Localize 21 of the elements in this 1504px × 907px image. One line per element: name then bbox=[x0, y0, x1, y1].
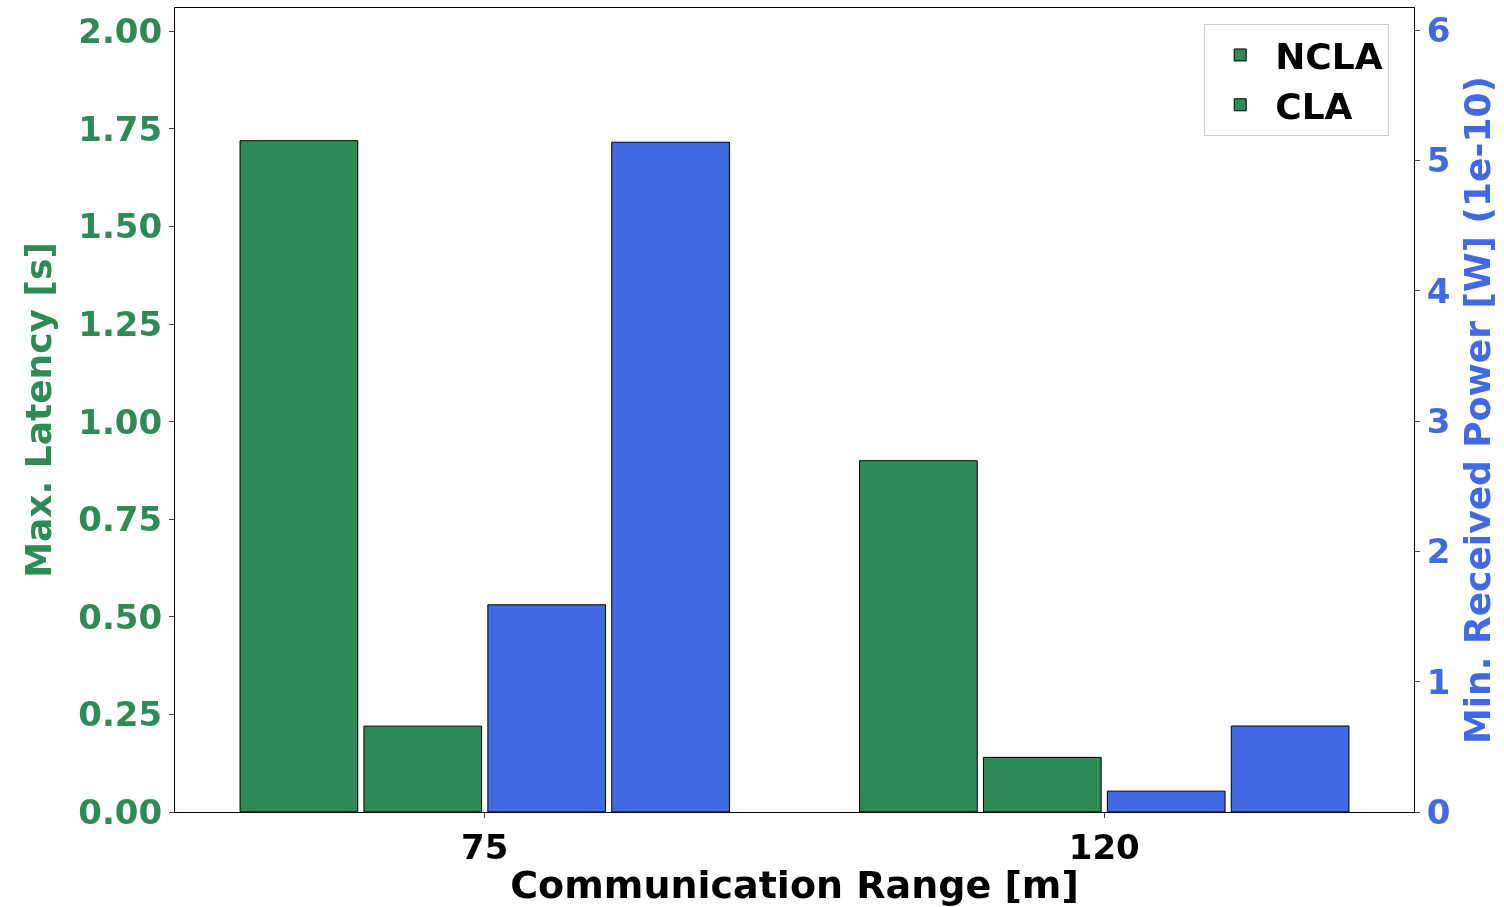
y-tick-label: 1.75 bbox=[78, 108, 163, 149]
y2-tick-label: 3 bbox=[1426, 400, 1451, 441]
y-tick-label: 1.00 bbox=[78, 401, 163, 442]
y2-tick-label: 1 bbox=[1426, 661, 1451, 702]
y2-tick-label: 2 bbox=[1426, 531, 1451, 572]
y-tick-label: 0.00 bbox=[78, 791, 163, 832]
x-tick-label: 75 bbox=[461, 826, 509, 867]
y-tick-label: 1.50 bbox=[78, 206, 163, 247]
y2-axis-title: Min. Received Power [W] (1e-10) bbox=[1457, 75, 1499, 745]
y-tick-label: 0.25 bbox=[78, 694, 163, 735]
y-tick-label: 0.75 bbox=[78, 499, 163, 540]
y-tick-label: 2.00 bbox=[78, 11, 163, 52]
y2-tick-label: 4 bbox=[1426, 270, 1451, 311]
y2-tick-label: 6 bbox=[1426, 10, 1451, 51]
legend-label: CLA bbox=[1275, 85, 1353, 127]
legend-label: NCLA bbox=[1275, 36, 1383, 78]
y2-tick-label: 5 bbox=[1426, 140, 1451, 181]
y-tick-label: 1.25 bbox=[78, 304, 163, 345]
y-tick-label: 0.50 bbox=[78, 596, 163, 637]
y-axis-title: Max. Latency [s] bbox=[18, 242, 60, 578]
y2-tick-label: 0 bbox=[1426, 791, 1451, 832]
